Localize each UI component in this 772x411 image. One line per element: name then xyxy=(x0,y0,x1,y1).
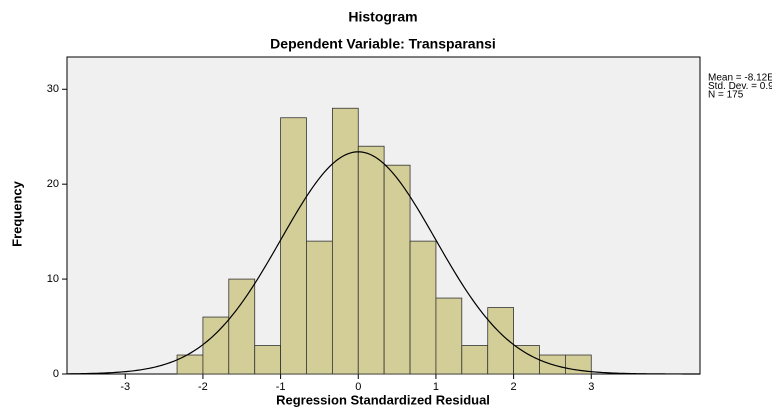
stat-label: Mean = -8.12E-15 xyxy=(708,73,772,84)
stat-label: Std. Dev. = 0.994 xyxy=(708,81,772,92)
x-tick-label: 2 xyxy=(511,381,517,393)
x-tick-label: -2 xyxy=(198,381,208,393)
bar xyxy=(254,345,281,375)
normal-curve xyxy=(66,151,700,375)
bar xyxy=(202,316,230,375)
bar xyxy=(409,240,437,375)
x-tick-label: -1 xyxy=(276,381,286,393)
chart-subtitle: Dependent Variable: Transparansi xyxy=(270,36,496,52)
bar xyxy=(435,297,463,375)
bar xyxy=(383,164,411,375)
bar xyxy=(228,278,256,375)
chart-title: Histogram xyxy=(348,9,417,25)
x-tick-label: 1 xyxy=(433,381,439,393)
x-tick-label: -3 xyxy=(120,381,130,393)
bar xyxy=(306,240,333,375)
y-axis-title: Frequency xyxy=(9,180,24,247)
y-tick-label: 10 xyxy=(47,273,59,285)
stat-label: N = 175 xyxy=(708,90,744,101)
y-tick-label: 20 xyxy=(47,178,59,190)
y-tick-label: 30 xyxy=(47,83,59,95)
bar xyxy=(280,117,307,375)
bar xyxy=(357,145,385,375)
x-tick-label: 0 xyxy=(355,381,361,393)
x-tick-label: 3 xyxy=(588,381,594,393)
bar xyxy=(331,107,359,375)
x-axis-title: Regression Standardized Residual xyxy=(276,392,490,407)
bar xyxy=(513,345,540,375)
bar xyxy=(461,345,489,375)
y-tick-label: 0 xyxy=(53,368,59,380)
